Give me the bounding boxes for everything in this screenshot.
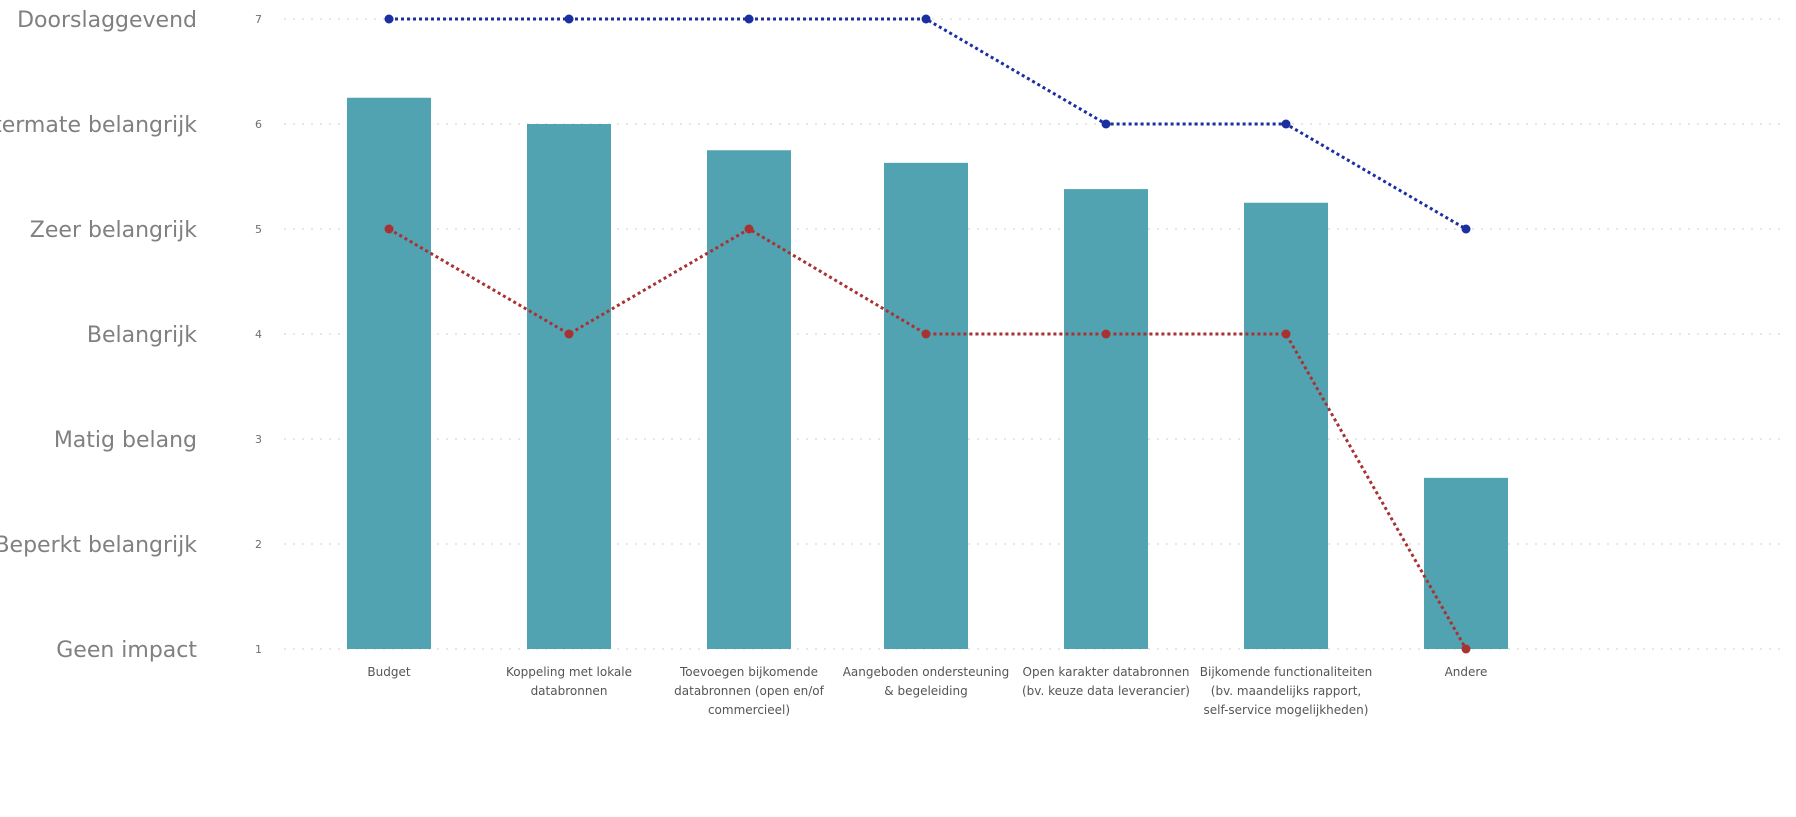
y-tick-label: 3 <box>255 433 262 446</box>
y-tick-label: 6 <box>255 118 262 131</box>
x-category-label: (bv. maandelijks rapport, <box>1211 684 1361 698</box>
series-point <box>384 14 394 24</box>
x-category-label: databronnen (open en/of <box>674 684 824 698</box>
series-lines <box>384 14 1471 654</box>
x-category-label: & begeleiding <box>884 684 967 698</box>
scale-label: Belangrijk <box>87 323 197 348</box>
x-category-label: (bv. keuze data leverancier) <box>1022 684 1190 698</box>
series-point <box>921 329 931 339</box>
series-point <box>1461 224 1471 234</box>
series-point <box>1461 644 1471 654</box>
x-category-label: Bijkomende functionaliteiten <box>1200 665 1372 679</box>
series-point <box>1281 329 1291 339</box>
x-category-label: self-service mogelijkheden) <box>1204 703 1369 717</box>
scale-label: Zeer belangrijk <box>30 218 197 243</box>
series-point <box>384 224 394 234</box>
y-tick-label: 4 <box>255 328 262 341</box>
bar <box>1244 202 1328 649</box>
series-point <box>921 14 931 24</box>
series-point <box>1101 119 1111 129</box>
scale-label: Doorslaggevend <box>17 8 197 33</box>
y-axis-ticks: 1 2 3 4 5 6 7 <box>255 13 262 656</box>
series-point <box>564 14 574 24</box>
bar <box>884 162 968 649</box>
x-category-label: Koppeling met lokale <box>506 665 632 679</box>
series-point <box>564 329 574 339</box>
bar <box>1064 189 1148 649</box>
bars <box>347 97 1508 649</box>
scale-label: Matig belang <box>54 428 197 453</box>
series-point <box>1281 119 1291 129</box>
x-axis-category-labels: Budget Koppeling met lokale databronnen Toe… <box>367 665 1487 717</box>
series-point <box>744 224 754 234</box>
y-tick-label: 5 <box>255 223 262 236</box>
x-category-label: Aangeboden ondersteuning <box>843 665 1010 679</box>
series-point <box>744 14 754 24</box>
x-category-label: Budget <box>367 665 410 679</box>
bar <box>527 124 611 649</box>
x-category-label: commercieel) <box>708 703 790 717</box>
importance-scale-labels: Geen impact Beperkt belangrijk Matig belan… <box>0 8 197 663</box>
x-category-label: Open karakter databronnen <box>1023 665 1190 679</box>
y-tick-label: 1 <box>255 643 262 656</box>
scale-label: Geen impact <box>56 638 197 663</box>
scale-label: Beperkt belangrijk <box>0 533 197 558</box>
series-point <box>1101 329 1111 339</box>
y-tick-label: 2 <box>255 538 262 551</box>
x-category-label: Toevoegen bijkomende <box>679 665 818 679</box>
y-tick-label: 7 <box>255 13 262 26</box>
bar <box>347 97 431 649</box>
x-category-label: Andere <box>1445 665 1488 679</box>
scale-label: Uitermate belangrijk <box>0 113 197 138</box>
bar <box>1424 477 1508 649</box>
x-category-label: databronnen <box>531 684 608 698</box>
